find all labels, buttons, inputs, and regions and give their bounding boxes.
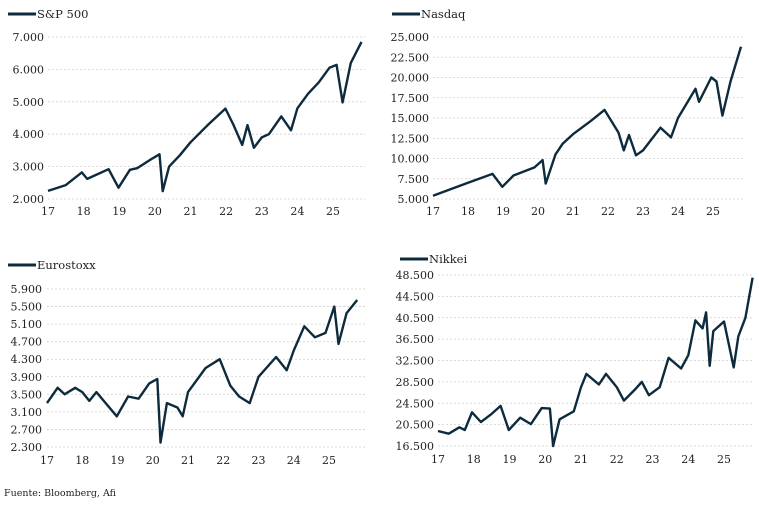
y-tick-label: 20.500 bbox=[396, 419, 435, 432]
x-tick-label: 23 bbox=[252, 454, 266, 467]
y-tick-label: 2.700 bbox=[11, 423, 43, 436]
x-tick-label: 25 bbox=[717, 453, 731, 466]
x-tick-label: 23 bbox=[636, 205, 650, 218]
x-tick-label: 17 bbox=[426, 205, 440, 218]
y-tick-label: 7.000 bbox=[13, 31, 45, 44]
x-tick-label: 20 bbox=[531, 205, 545, 218]
y-tick-label: 36.500 bbox=[396, 333, 435, 346]
y-tick-label: 15.000 bbox=[391, 112, 430, 125]
source-note: Fuente: Bloomberg, Afi bbox=[4, 488, 116, 499]
x-tick-label: 19 bbox=[503, 453, 517, 466]
y-tick-label: 4.000 bbox=[13, 128, 45, 141]
x-tick-label: 18 bbox=[75, 454, 89, 467]
y-tick-label: 28.500 bbox=[396, 376, 435, 389]
x-tick-label: 22 bbox=[216, 454, 230, 467]
x-tick-label: 19 bbox=[111, 454, 125, 467]
x-tick-label: 22 bbox=[610, 453, 624, 466]
x-tick-label: 19 bbox=[112, 205, 126, 218]
y-tick-label: 2.300 bbox=[11, 441, 43, 454]
y-tick-label: 4.300 bbox=[11, 353, 43, 366]
x-tick-label: 17 bbox=[40, 454, 54, 467]
x-tick-label: 21 bbox=[566, 205, 580, 218]
y-tick-label: 5.000 bbox=[398, 193, 430, 206]
y-tick-label: 32.500 bbox=[396, 355, 435, 368]
x-tick-label: 20 bbox=[538, 453, 552, 466]
series-line-nasdaq bbox=[432, 46, 743, 197]
y-tick-label: 25.000 bbox=[391, 31, 430, 44]
y-tick-label: 3.900 bbox=[11, 371, 43, 384]
x-tick-label: 23 bbox=[255, 205, 269, 218]
x-tick-label: 22 bbox=[219, 205, 233, 218]
x-tick-label: 21 bbox=[574, 453, 588, 466]
y-tick-label: 44.500 bbox=[396, 290, 435, 303]
x-tick-label: 25 bbox=[326, 205, 340, 218]
series-line-s-p-500 bbox=[47, 41, 363, 193]
x-tick-label: 25 bbox=[706, 205, 720, 218]
y-tick-label: 3.500 bbox=[11, 388, 43, 401]
y-tick-label: 24.500 bbox=[396, 397, 435, 410]
y-tick-label: 5.500 bbox=[11, 301, 43, 314]
y-tick-label: 22.500 bbox=[391, 51, 430, 64]
series-line-nikkei bbox=[437, 277, 754, 448]
x-tick-label: 24 bbox=[290, 205, 304, 218]
y-tick-label: 3.100 bbox=[11, 406, 43, 419]
y-tick-label: 17.500 bbox=[391, 92, 430, 105]
x-tick-label: 18 bbox=[461, 205, 475, 218]
x-tick-label: 23 bbox=[646, 453, 660, 466]
x-tick-label: 20 bbox=[146, 454, 160, 467]
x-tick-label: 17 bbox=[41, 205, 55, 218]
y-tick-label: 3.000 bbox=[13, 161, 45, 174]
legend-label: S&P 500 bbox=[37, 7, 88, 21]
x-tick-label: 18 bbox=[77, 205, 91, 218]
x-tick-label: 18 bbox=[467, 453, 481, 466]
y-tick-label: 12.500 bbox=[391, 132, 430, 145]
legend-label: Nasdaq bbox=[421, 7, 466, 21]
legend-label: Eurostoxx bbox=[37, 258, 96, 272]
x-tick-label: 19 bbox=[496, 205, 510, 218]
y-tick-label: 16.500 bbox=[396, 440, 435, 453]
x-tick-label: 20 bbox=[148, 205, 162, 218]
y-tick-label: 48.500 bbox=[396, 269, 435, 282]
x-tick-label: 24 bbox=[671, 205, 685, 218]
x-tick-label: 22 bbox=[601, 205, 615, 218]
y-tick-label: 20.000 bbox=[391, 72, 430, 85]
y-tick-label: 10.000 bbox=[391, 153, 430, 166]
y-tick-label: 2.000 bbox=[13, 193, 45, 206]
series-line-eurostoxx bbox=[46, 299, 359, 444]
y-tick-label: 7.500 bbox=[398, 173, 430, 186]
x-tick-label: 17 bbox=[431, 453, 445, 466]
y-tick-label: 5.000 bbox=[13, 96, 45, 109]
x-tick-label: 24 bbox=[681, 453, 695, 466]
y-tick-label: 5.900 bbox=[11, 283, 43, 296]
y-tick-label: 40.500 bbox=[396, 312, 435, 325]
y-tick-label: 5.100 bbox=[11, 318, 43, 331]
y-tick-label: 4.700 bbox=[11, 336, 43, 349]
x-tick-label: 21 bbox=[181, 454, 195, 467]
x-tick-label: 21 bbox=[184, 205, 198, 218]
y-tick-label: 6.000 bbox=[13, 63, 45, 76]
x-tick-label: 24 bbox=[287, 454, 301, 467]
legend-label: Nikkei bbox=[429, 252, 467, 266]
x-tick-label: 25 bbox=[322, 454, 336, 467]
